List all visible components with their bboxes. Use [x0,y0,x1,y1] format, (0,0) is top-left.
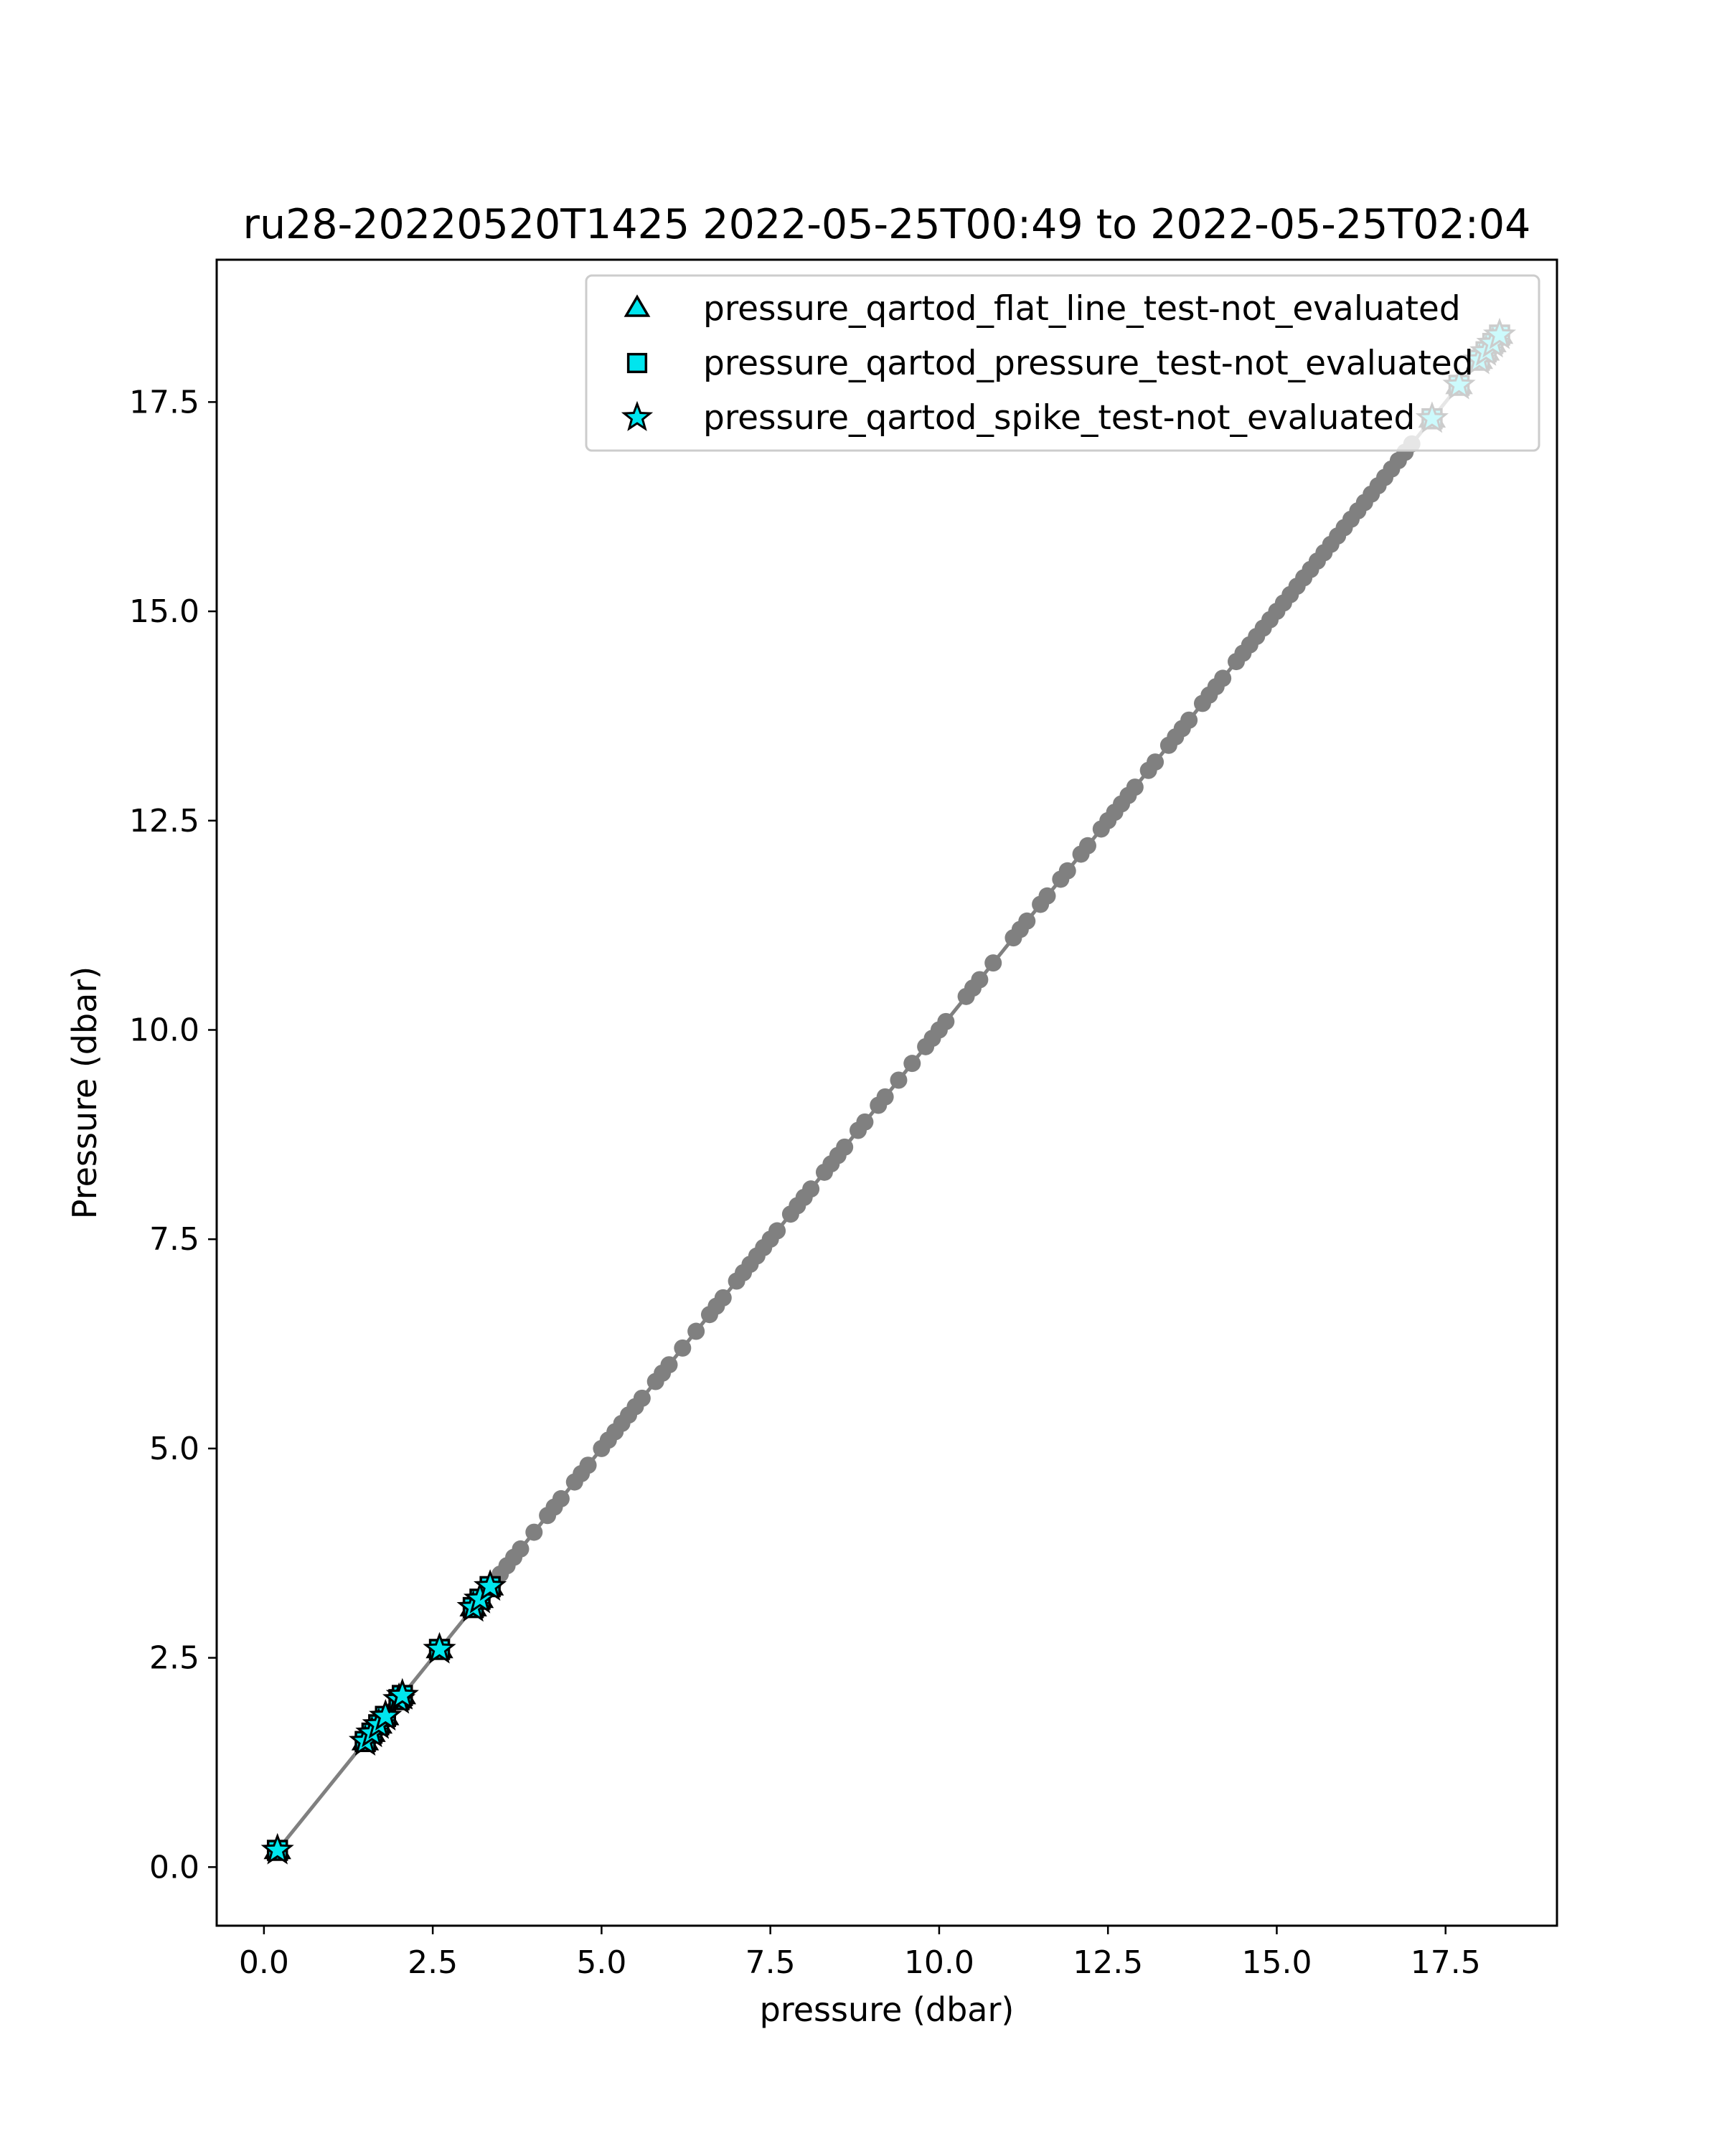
x-axis-ticks: 0.0 2.5 5.0 7.5 10.0 12.5 15.0 17.5 [239,1926,1481,1981]
profile-point [1038,887,1056,905]
legend: pressure_qartod_flat_line_test-not_evalu… [585,274,1540,452]
profile-point [687,1322,705,1340]
profile-point [1078,837,1096,855]
star-marker [423,1632,456,1664]
plot-area [276,334,1501,1852]
legend-entry-label: pressure_qartod_flat_line_test-not_evalu… [703,289,1461,329]
star-marker [369,1699,403,1731]
legend-entries: pressure_qartod_flat_line_test-not_evalu… [621,289,1474,438]
profile-point [971,971,989,989]
chart-title: ru28-20220520T1425 2022-05-25T00:49 to 2… [243,201,1531,248]
x-tick-label: 2.5 [408,1944,458,1981]
y-tick-label: 5.0 [149,1431,199,1467]
y-tick-label: 17.5 [129,384,199,420]
profile-point [552,1489,570,1507]
profile-point [876,1088,894,1106]
x-tick-label: 0.0 [239,1944,289,1981]
profile-point [890,1071,908,1089]
profile-point [579,1456,597,1474]
star-marker [385,1677,419,1710]
x-tick-label: 17.5 [1411,1944,1481,1981]
x-tick-label: 12.5 [1073,1944,1143,1981]
profile-point [660,1356,678,1374]
y-axis-label: Pressure (dbar) [65,966,104,1219]
profile-point [525,1523,543,1541]
profile-point [1058,862,1076,880]
profile-point [633,1389,651,1407]
profile-point [937,1012,955,1030]
legend-entry-label: pressure_qartod_spike_test-not_evaluated [703,398,1415,438]
profile-point [1214,669,1232,687]
profile-point [1018,912,1036,930]
y-tick-label: 15.0 [129,593,199,630]
y-tick-label: 7.5 [149,1221,199,1258]
legend-square-icon [626,352,648,374]
star-marker [474,1569,507,1601]
star-marker [260,1832,294,1865]
profile-point [836,1138,854,1156]
profile-point [674,1339,692,1357]
x-tick-label: 15.0 [1241,1944,1312,1981]
profile-point [856,1113,874,1131]
x-tick-label: 10.0 [904,1944,974,1981]
profile-point [714,1289,732,1307]
profile-point [903,1055,921,1073]
profile-point [1180,711,1198,729]
x-tick-label: 5.0 [576,1944,626,1981]
profile-point [768,1222,786,1240]
profile-point [984,954,1002,972]
axes-frame [215,258,1558,1927]
star-marker [463,1581,497,1614]
y-tick-label: 2.5 [149,1640,199,1677]
y-tick-label: 12.5 [129,803,199,839]
legend-triangle-icon [624,294,651,317]
y-axis-ticks: 0.0 2.5 5.0 7.5 10.0 12.5 15.0 17.5 [129,384,217,1886]
profile-point [1147,753,1165,771]
y-tick-label: 10.0 [129,1012,199,1048]
profile-point [1126,778,1144,796]
legend-entry-label: pressure_qartod_pressure_test-not_evalua… [703,344,1474,383]
x-axis-label: pressure (dbar) [760,1990,1015,2029]
y-tick-label: 0.0 [149,1849,199,1886]
profile-point [802,1180,820,1198]
legend-box [585,274,1540,452]
profile-point [512,1540,530,1558]
legend-star-icon [621,400,654,431]
x-tick-label: 7.5 [745,1944,796,1981]
